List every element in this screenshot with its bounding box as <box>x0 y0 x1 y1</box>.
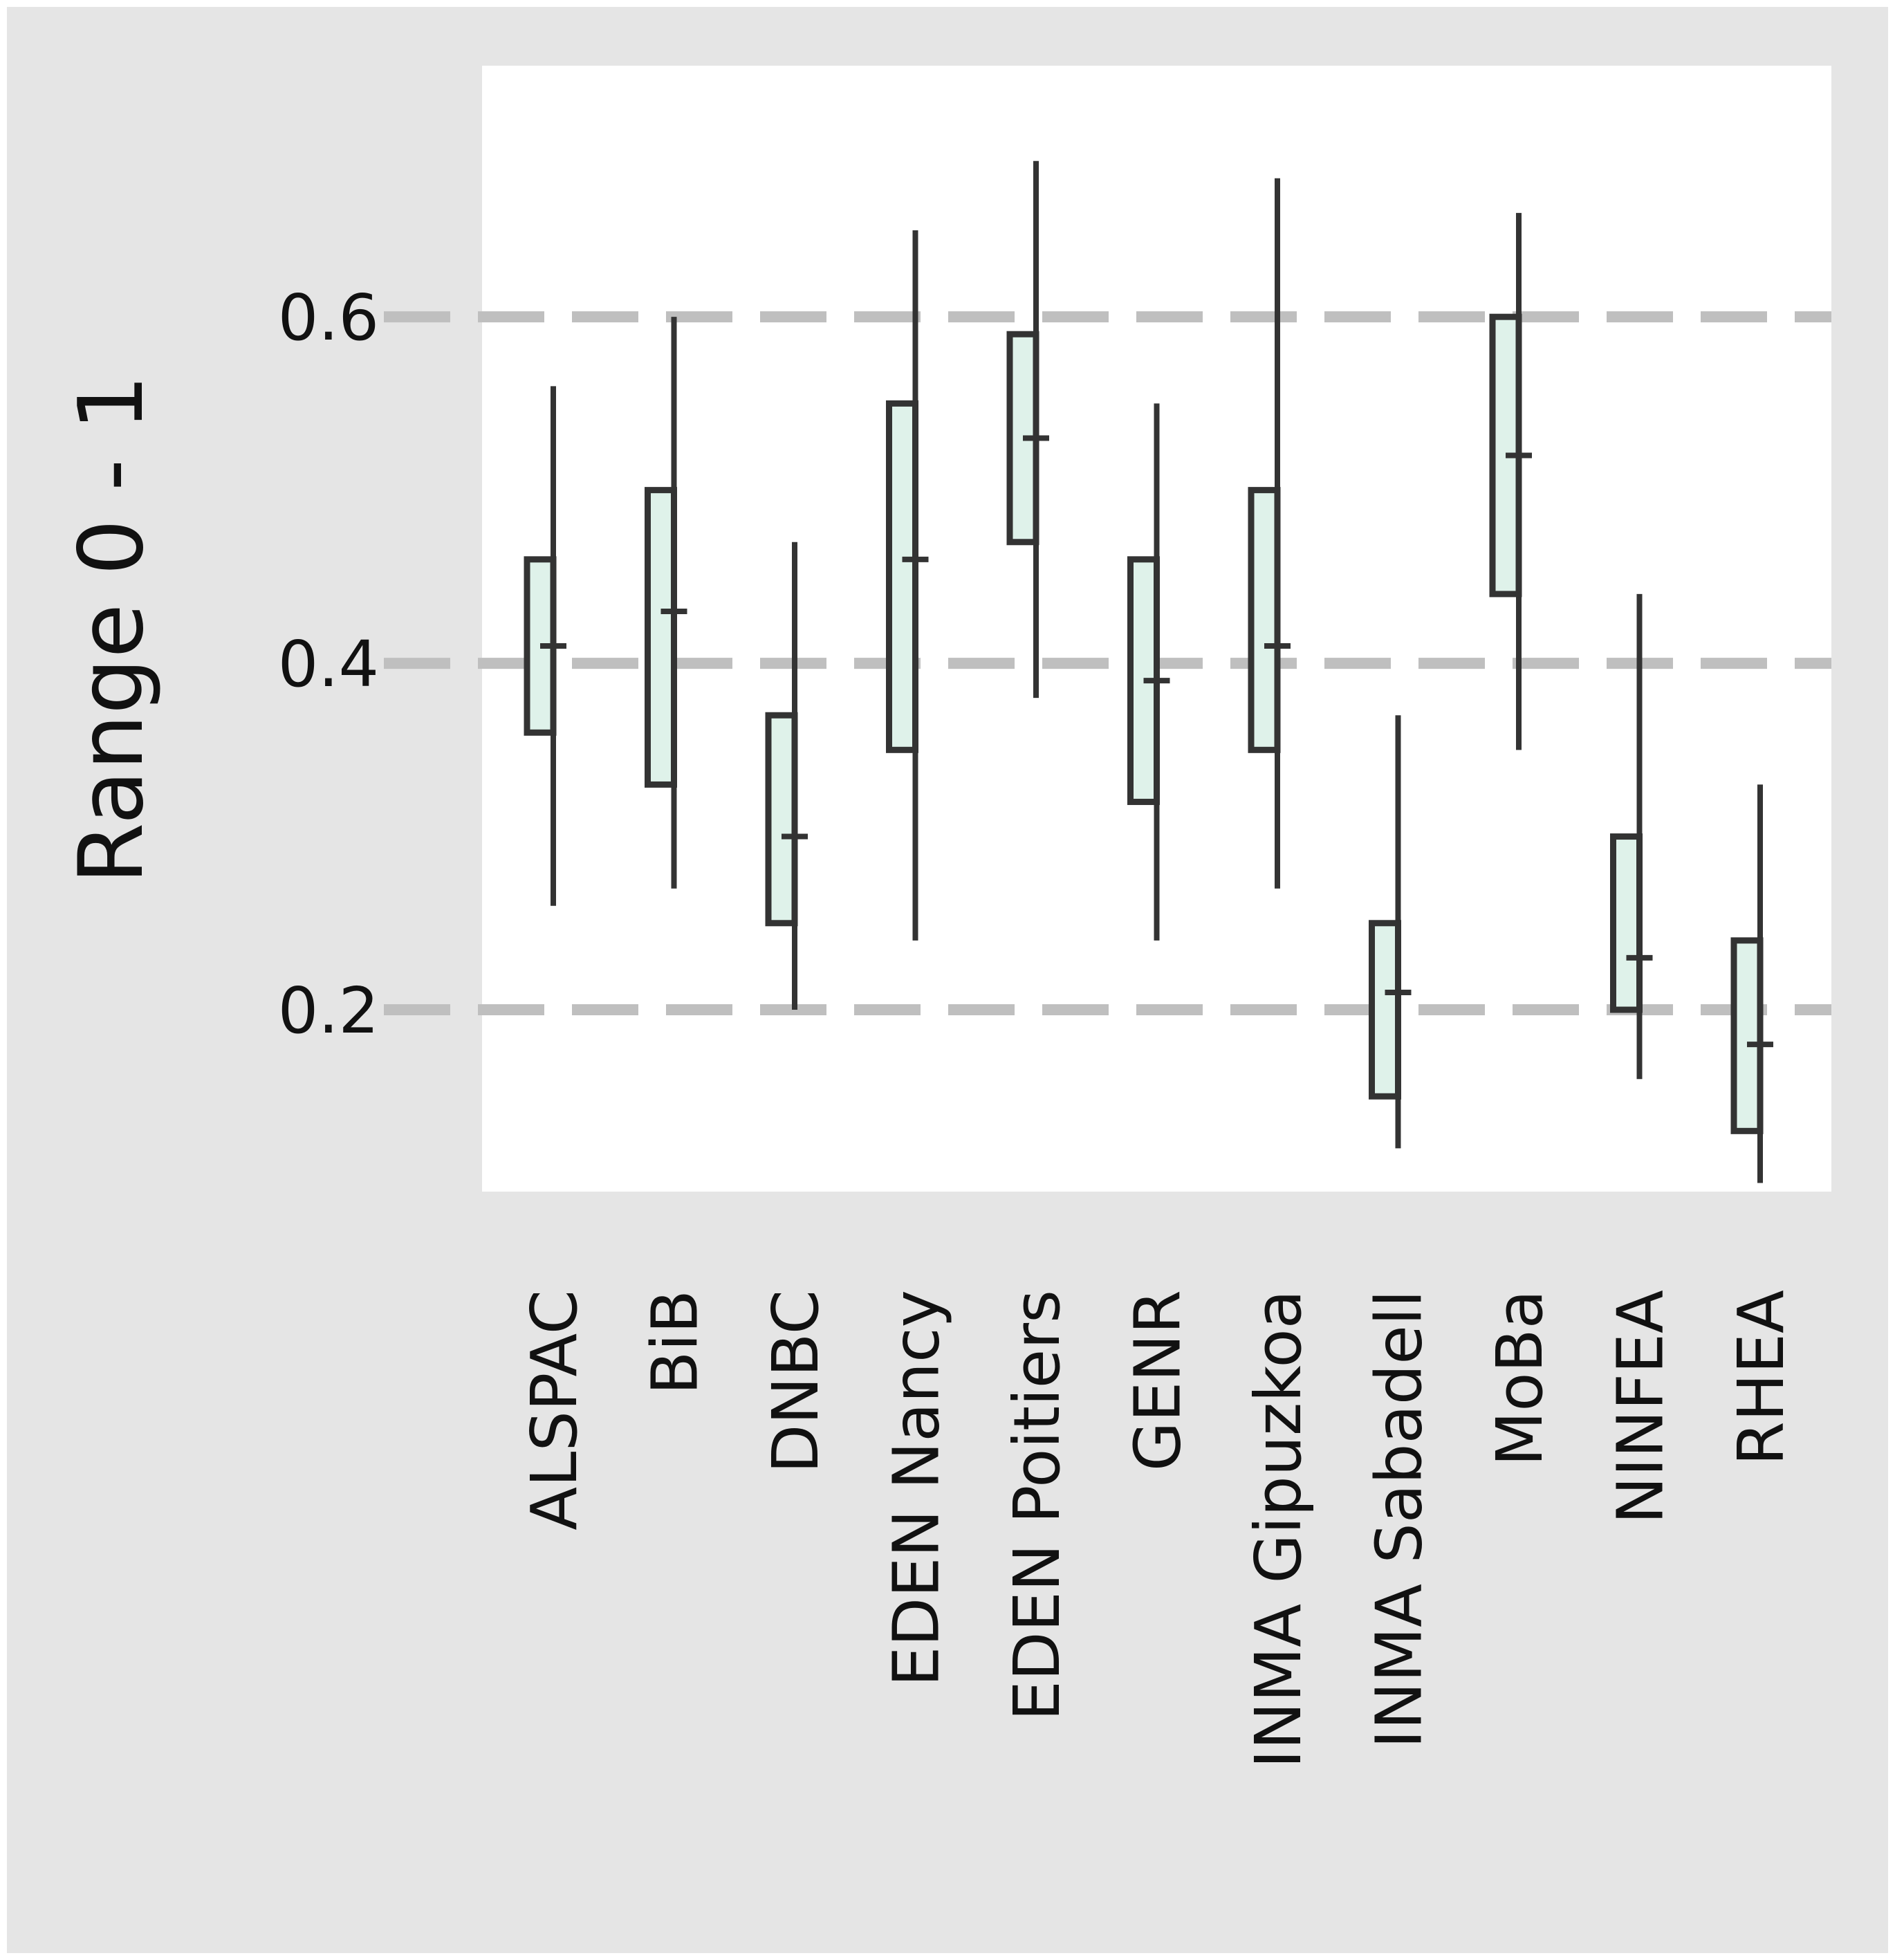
box-iqr <box>1730 937 1764 1134</box>
gridlines <box>384 311 1831 1016</box>
x-category-label: NINFEA <box>1604 1290 1678 1524</box>
x-category-label: DNBC <box>759 1290 833 1473</box>
x-category-label: INMA Gipuzkoa <box>1241 1290 1315 1768</box>
box-iqr <box>886 400 918 753</box>
x-axis-category-labels: ALSPAC BiB DNBC EDEN Nancy EDEN Poitiers GENR… <box>517 1290 1798 1768</box>
x-category-label: RHEA <box>1724 1290 1798 1466</box>
x-category-label: EDEN Nancy <box>880 1290 954 1687</box>
box-genr <box>1127 403 1170 941</box>
box-iqr <box>1248 487 1281 753</box>
x-category-label: EDEN Poitiers <box>1000 1290 1074 1721</box>
box-eden-poitiers <box>1006 160 1049 699</box>
y-axis-ticks: 0.2 0.4 0.6 <box>278 281 379 1048</box>
box-series <box>524 160 1773 1183</box>
y-tick-label: 0.4 <box>278 627 379 701</box>
box-iqr <box>765 712 798 927</box>
box-iqr <box>645 487 677 788</box>
box-dnbc <box>765 542 808 1010</box>
box-rhea <box>1730 784 1773 1183</box>
box-inma-gipuzkoa <box>1248 178 1291 889</box>
x-category-label: INMA Sabadell <box>1362 1290 1436 1748</box>
y-tick-label: 0.2 <box>278 974 379 1048</box>
y-tick-label: 0.6 <box>278 281 379 355</box>
box-alspac <box>524 386 566 906</box>
box-ninfea <box>1610 593 1653 1080</box>
box-inma-sabadell <box>1369 715 1412 1149</box>
box-moba <box>1489 212 1532 750</box>
box-iqr <box>1610 833 1643 1013</box>
x-category-label: BiB <box>638 1290 712 1395</box>
x-category-label: GENR <box>1121 1290 1195 1471</box>
x-category-label: ALSPAC <box>517 1290 591 1531</box>
y-axis-title: Range 0 - 1 <box>60 375 163 885</box>
box-iqr <box>1369 920 1401 1100</box>
box-bib <box>645 317 687 889</box>
box-eden-nancy <box>886 230 929 941</box>
x-category-label: MoBa <box>1483 1290 1557 1466</box>
